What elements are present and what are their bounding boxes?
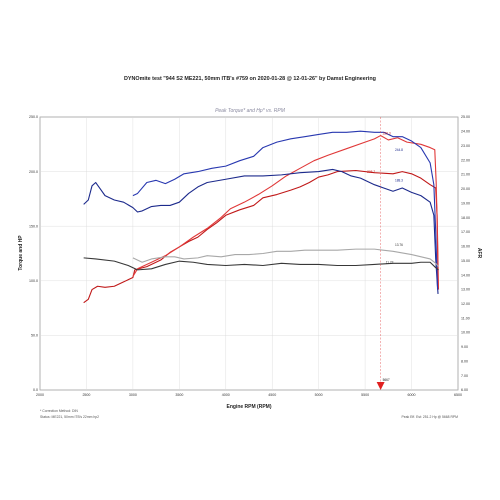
- y2-tick-label: 8.00: [461, 359, 468, 363]
- x-tick-label: 4000: [222, 393, 230, 397]
- y2-tick-label: 14.00: [461, 273, 470, 277]
- series-lines: [83, 130, 440, 304]
- y2-axis-label: AFR: [476, 248, 482, 259]
- y2-tick-label: 16.00: [461, 245, 470, 249]
- series-line-afr_gray: [132, 248, 439, 267]
- x-tick-label: 2000: [36, 393, 44, 397]
- data-label: 188.3: [395, 179, 403, 183]
- footer-left-1: * Correction Method: DIN: [40, 409, 78, 413]
- y2-tick-labels: 6.00 7.00 8.00 9.00 10.00 11.00 12.00 13.00 14.0…: [461, 115, 470, 392]
- data-labels: 228.3 244.8 208.7 188.3 13.76 11.23: [367, 132, 403, 265]
- y-tick-label: 0.0: [33, 388, 38, 392]
- y2-tick-label: 22.00: [461, 158, 470, 162]
- y2-tick-label: 10.00: [461, 331, 470, 335]
- data-label: 11.23: [386, 260, 394, 264]
- y2-tick-label: 12.00: [461, 302, 470, 306]
- series-line-tq_blue: [132, 130, 439, 290]
- y2-tick-label: 21.00: [461, 173, 470, 177]
- y-tick-labels: 0.0 50.0 100.0 150.0 200.0 250.0: [29, 115, 38, 392]
- y2-tick-label: 25.00: [461, 115, 470, 119]
- grid: [39, 116, 459, 391]
- x-tick-label: 6500: [454, 393, 462, 397]
- y2-tick-label: 17.00: [461, 230, 470, 234]
- x-tick-label: 5000: [315, 393, 323, 397]
- x-tick-label: 5500: [361, 393, 369, 397]
- y2-tick-label: 6.00: [461, 388, 468, 392]
- x-tick-label: 3000: [129, 393, 137, 397]
- y-tick-label: 150.0: [29, 224, 38, 228]
- y2-tick-label: 19.00: [461, 201, 470, 205]
- plot-area: [39, 116, 459, 391]
- rpm-marker: 5667: [376, 117, 390, 390]
- chart-subtitle: Peak Torque* and Hp* vs. RPM: [215, 108, 286, 114]
- series-line-tq_dark_blue: [83, 168, 439, 294]
- x-tick-label: 6000: [408, 393, 416, 397]
- x-tick-labels: 2000 2500 3000 3500 4000 4500 5000 5500 6000 6500: [36, 393, 462, 397]
- data-label: 13.76: [395, 243, 403, 247]
- y-tick-label: 200.0: [29, 170, 38, 174]
- x-axis-label: Engine RPM (RPM): [227, 404, 272, 410]
- y2-tick-label: 7.00: [461, 374, 468, 378]
- chart-title: DYNOmite test "944 S2 ME221, 50mm ITB's …: [124, 76, 376, 82]
- y2-tick-label: 23.00: [461, 144, 470, 148]
- x-tick-label: 4500: [268, 393, 276, 397]
- y2-tick-label: 13.00: [461, 288, 470, 292]
- data-label: 208.7: [367, 170, 375, 174]
- x-tick-label: 2500: [82, 393, 90, 397]
- marker-label: 5667: [383, 378, 390, 382]
- y2-tick-label: 15.00: [461, 259, 470, 263]
- y2-tick-label: 20.00: [461, 187, 470, 191]
- data-label: 244.8: [395, 148, 403, 152]
- series-line-hp_light_red: [132, 135, 440, 290]
- footer-left-2: Status: ME221, 50mm ITB's 22mm hp2: [40, 415, 99, 419]
- y-tick-label: 100.0: [29, 279, 38, 283]
- y2-tick-label: 18.00: [461, 216, 470, 220]
- x-tick-label: 3500: [175, 393, 183, 397]
- y2-tick-label: 24.00: [461, 130, 470, 134]
- y2-tick-label: 11.00: [461, 316, 470, 320]
- y-axis-label: Torque and HP: [18, 235, 24, 271]
- footer-right: Peak Eff. Est: 251.2 Hp @ 5668 RPM: [401, 415, 458, 419]
- series-line-afr_dark: [83, 257, 439, 271]
- y-tick-label: 250.0: [29, 115, 38, 119]
- y2-tick-label: 9.00: [461, 345, 468, 349]
- data-label: 228.3: [383, 132, 391, 136]
- series-line-hp_dark_red: [83, 169, 440, 304]
- y-tick-label: 50.0: [31, 334, 38, 338]
- marker-triangle-icon: [376, 382, 385, 390]
